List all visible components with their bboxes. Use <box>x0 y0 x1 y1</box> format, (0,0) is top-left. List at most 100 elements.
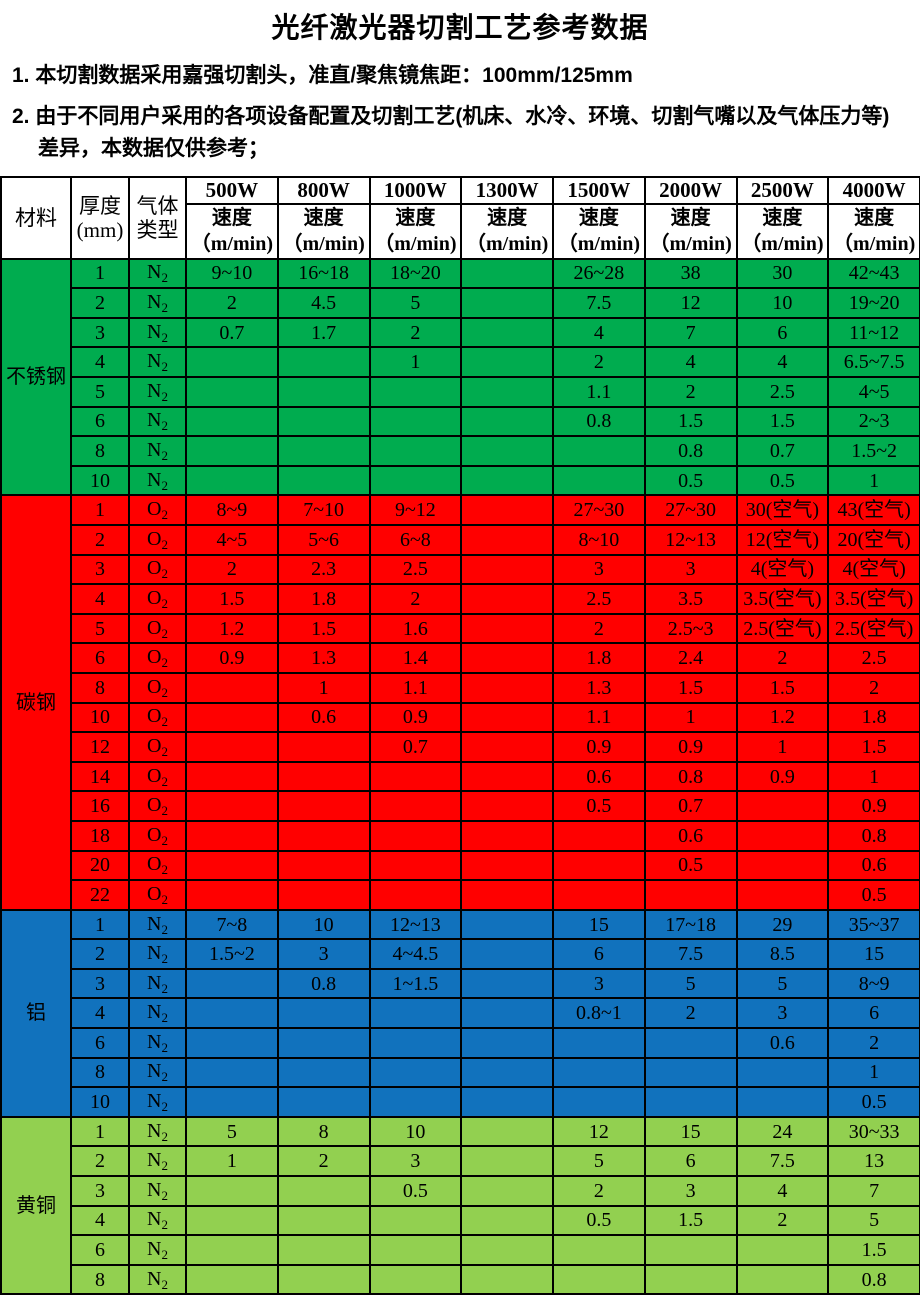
speed-cell: 4.5 <box>276 287 371 319</box>
thickness-cell: 1 <box>70 1115 130 1148</box>
thickness-cell: 1 <box>70 257 130 290</box>
speed-cell <box>735 1263 830 1296</box>
speed-cell: 1 <box>827 464 920 497</box>
table-row: 6 N2 0.6 2 <box>1 1027 920 1059</box>
speed-cell: 1.8 <box>552 642 646 674</box>
speed-cell <box>185 1175 279 1207</box>
speed-cell <box>368 849 463 882</box>
speed-cell: 4 <box>735 1175 830 1207</box>
thickness-cell: 12 <box>70 731 130 763</box>
table-row: 10 O2 0.6 0.9 1.1 1 1.2 1.8 <box>1 701 920 734</box>
speed-cell: 3 <box>276 938 371 970</box>
speed-cell <box>276 849 371 882</box>
header-power-4000w: 4000W <box>827 175 920 205</box>
speed-cell <box>460 612 554 645</box>
speed-cell <box>185 967 279 1000</box>
thickness-cell: 2 <box>70 523 130 556</box>
thickness-cell: 16 <box>70 790 130 822</box>
thickness-cell: 10 <box>70 464 130 497</box>
table-row: 4 O2 1.5 1.8 2 2.5 3.5 3.5(空气) 3.5(空气) <box>1 583 920 615</box>
speed-cell <box>735 849 830 882</box>
speed-cell: 2 <box>276 1145 371 1178</box>
table-row: 8 O2 1 1.1 1.3 1.5 1.5 2 <box>1 671 920 704</box>
speed-cell: 43(空气) <box>827 494 920 526</box>
speed-cell <box>460 671 554 704</box>
speed-cell <box>368 376 463 408</box>
speed-cell: 2 <box>368 316 463 349</box>
speed-cell <box>185 1234 279 1266</box>
gas-type-cell: N2 <box>128 1056 187 1089</box>
speed-cell: 1.5 <box>643 405 738 438</box>
speed-cell <box>460 938 554 970</box>
speed-cell: 0.5 <box>552 790 646 822</box>
speed-cell <box>276 405 371 438</box>
speed-cell: 7.5 <box>735 1145 830 1178</box>
speed-cell: 1.5 <box>276 612 371 645</box>
thickness-cell: 10 <box>70 1086 130 1118</box>
speed-cell: 0.6 <box>552 760 646 793</box>
gas-type-cell: O2 <box>128 879 187 911</box>
speed-cell: 0.5 <box>552 1204 646 1237</box>
speed-cell: 2 <box>185 553 279 586</box>
speed-cell: 1.7 <box>276 316 371 349</box>
speed-cell: 6 <box>735 316 830 349</box>
gas-type-cell: N2 <box>128 1027 187 1059</box>
thickness-cell: 4 <box>70 1204 130 1237</box>
speed-cell: 1.1 <box>368 671 463 704</box>
thickness-cell: 3 <box>70 967 130 1000</box>
speed-cell <box>460 790 554 822</box>
speed-cell <box>735 819 830 852</box>
speed-cell: 12 <box>552 1115 646 1148</box>
thickness-cell: 2 <box>70 287 130 319</box>
thickness-cell: 6 <box>70 405 130 438</box>
speed-cell: 8~9 <box>827 967 920 1000</box>
speed-cell <box>276 819 371 852</box>
speed-cell: 3 <box>643 1175 738 1207</box>
speed-cell: 1.5 <box>827 1234 920 1266</box>
gas-type-cell: O2 <box>128 701 187 734</box>
table-row: 6 N2 0.8 1.5 1.5 2~3 <box>1 405 920 438</box>
speed-cell: 2 <box>368 583 463 615</box>
speed-cell: 15 <box>643 1115 738 1148</box>
speed-cell <box>460 701 554 734</box>
speed-cell: 17~18 <box>643 908 738 941</box>
material-cell: 碳钢 <box>0 494 72 911</box>
speed-cell: 1.2 <box>185 612 279 645</box>
gas-type-cell: N2 <box>128 287 187 319</box>
speed-cell <box>276 1056 371 1089</box>
gas-type-cell: N2 <box>128 376 187 408</box>
speed-cell <box>276 435 371 467</box>
gas-type-cell: O2 <box>128 553 187 586</box>
speed-cell: 12~13 <box>368 908 463 941</box>
table-row: 10 N2 0.5 0.5 1 <box>1 464 920 497</box>
speed-cell <box>185 1056 279 1089</box>
speed-cell <box>276 1263 371 1296</box>
thickness-cell: 2 <box>70 1145 130 1178</box>
speed-cell <box>185 819 279 852</box>
speed-cell <box>643 1263 738 1296</box>
speed-cell: 0.7 <box>735 435 830 467</box>
table-row: 8 N2 1 <box>1 1056 920 1089</box>
speed-cell: 11~12 <box>827 316 920 349</box>
speed-cell <box>368 1204 463 1237</box>
speed-cell: 8~9 <box>185 494 279 526</box>
speed-cell: 3 <box>552 553 646 586</box>
speed-cell <box>552 435 646 467</box>
gas-type-cell: N2 <box>128 938 187 970</box>
speed-cell: 0.5 <box>643 464 738 497</box>
table-row: 3 N2 0.8 1~1.5 3 5 5 8~9 <box>1 967 920 1000</box>
speed-cell: 2.4 <box>643 642 738 674</box>
thickness-cell: 1 <box>70 494 130 526</box>
table-row: 22 O2 0.5 <box>1 879 920 911</box>
speed-cell <box>185 405 279 438</box>
speed-cell: 3.5(空气) <box>827 583 920 615</box>
speed-cell: 2 <box>735 642 830 674</box>
speed-cell <box>460 257 554 290</box>
speed-cell <box>185 1204 279 1237</box>
speed-cell: 5 <box>643 967 738 1000</box>
speed-cell <box>185 701 279 734</box>
speed-cell: 0.6 <box>643 819 738 852</box>
speed-cell <box>276 1086 371 1118</box>
speed-cell <box>460 346 554 379</box>
